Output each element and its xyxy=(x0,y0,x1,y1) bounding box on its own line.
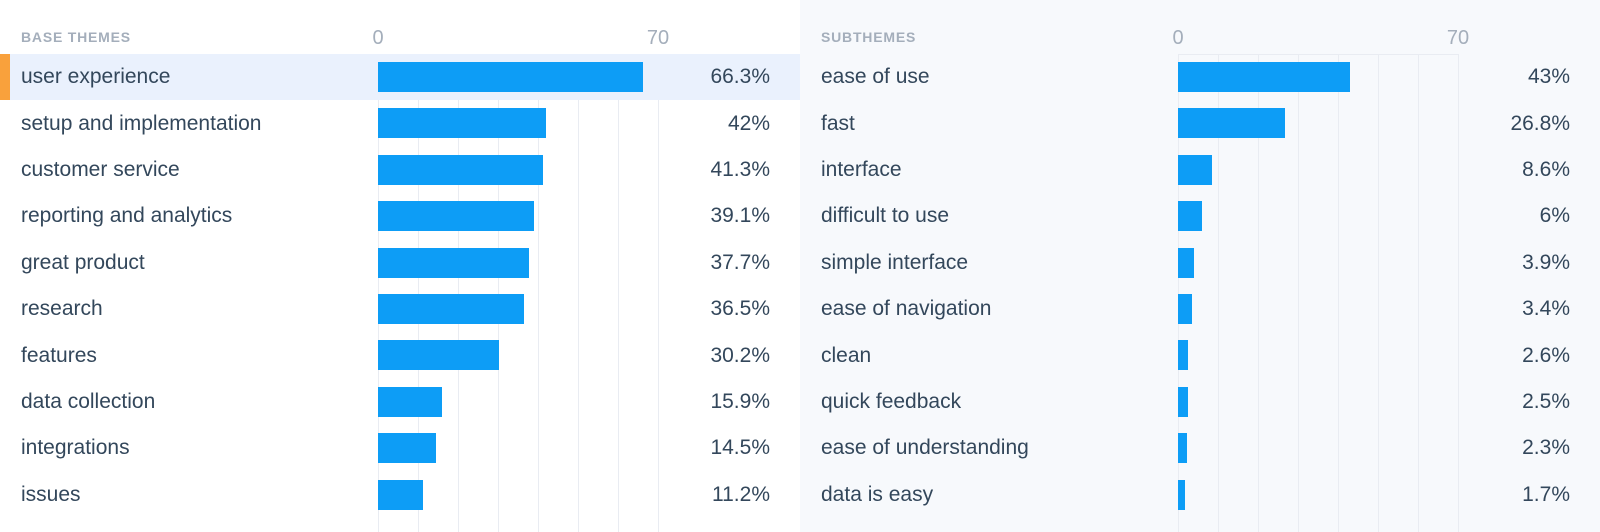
row-value: 41.3% xyxy=(710,157,770,181)
row-label: user experience xyxy=(21,65,171,89)
row-label: setup and implementation xyxy=(21,111,262,135)
bar xyxy=(1178,62,1350,92)
axis-tick-seventy: 70 xyxy=(1446,27,1470,49)
bar xyxy=(378,201,535,232)
bar xyxy=(1178,293,1192,324)
row-value: 2.5% xyxy=(1522,389,1570,413)
row-label: data collection xyxy=(21,389,156,413)
row-label: features xyxy=(21,343,97,367)
row-value: 3.9% xyxy=(1522,250,1570,274)
bar xyxy=(378,386,442,417)
subtheme-row[interactable]: ease of use 43% xyxy=(800,54,1600,100)
row-value: 43% xyxy=(1527,65,1570,89)
axis-tick-zero: 0 xyxy=(1172,27,1184,49)
row-label: quick feedback xyxy=(821,389,962,413)
subtheme-row[interactable]: fast 26.8% xyxy=(800,100,1600,146)
axis-tick-seventy: 70 xyxy=(646,27,670,49)
row-label: clean xyxy=(821,343,872,367)
row-label: simple interface xyxy=(821,250,969,274)
subtheme-row[interactable]: data is easy 1.7% xyxy=(800,472,1600,518)
bar xyxy=(378,293,524,324)
bar xyxy=(1178,201,1202,232)
theme-row[interactable]: reporting and analytics 39.1% xyxy=(0,193,800,239)
theme-row[interactable]: integrations 14.5% xyxy=(0,425,800,471)
bar xyxy=(1178,479,1185,510)
row-value: 1.7% xyxy=(1522,482,1570,506)
theme-row[interactable]: setup and implementation 42% xyxy=(0,100,800,146)
row-label: interface xyxy=(821,157,902,181)
row-value: 2.3% xyxy=(1522,436,1570,460)
subtheme-row[interactable]: simple interface 3.9% xyxy=(800,240,1600,286)
row-label: ease of understanding xyxy=(821,436,1029,460)
row-label: difficult to use xyxy=(821,204,950,228)
theme-row[interactable]: research 36.5% xyxy=(0,286,800,332)
bar xyxy=(1178,154,1213,185)
row-value: 2.6% xyxy=(1522,343,1570,367)
row-label: ease of navigation xyxy=(821,297,992,321)
row-label: issues xyxy=(21,482,81,506)
base-themes-title: BASE THEMES xyxy=(21,29,131,45)
row-value: 11.2% xyxy=(712,482,770,506)
theme-row[interactable]: user experience 66.3% xyxy=(0,54,800,101)
theme-row[interactable]: features 30.2% xyxy=(0,332,800,378)
row-value: 42% xyxy=(727,111,770,135)
row-value: 37.7% xyxy=(710,250,770,274)
subthemes-panel: SUBTHEMES 0 70 ease of use 43% fast 26.8% in… xyxy=(800,0,1600,532)
row-value: 30.2% xyxy=(710,343,770,367)
theme-row[interactable]: great product 37.7% xyxy=(0,240,800,286)
row-value: 66.3% xyxy=(710,65,770,89)
subthemes-rows: ease of use 43% fast 26.8% interface 8.6% diff… xyxy=(800,54,1600,532)
subtheme-row[interactable]: ease of understanding 2.3% xyxy=(800,425,1600,471)
row-label: customer service xyxy=(21,157,180,181)
row-label: fast xyxy=(821,111,855,135)
row-label: great product xyxy=(21,250,145,274)
row-label: research xyxy=(21,297,103,321)
row-value: 26.8% xyxy=(1510,111,1570,135)
bar xyxy=(1178,108,1286,139)
bar xyxy=(378,247,529,278)
selected-row-marker xyxy=(0,54,10,101)
row-label: integrations xyxy=(21,436,130,460)
subthemes-title: SUBTHEMES xyxy=(821,29,917,45)
subtheme-row[interactable]: quick feedback 2.5% xyxy=(800,379,1600,425)
row-value: 14.5% xyxy=(710,436,770,460)
axis-tick-zero: 0 xyxy=(372,27,384,49)
base-themes-panel: BASE THEMES 0 70 user experience 66.3% set… xyxy=(0,27,800,532)
row-value: 15.9% xyxy=(710,389,770,413)
bar xyxy=(378,479,423,510)
bar xyxy=(378,154,544,185)
subtheme-row[interactable]: difficult to use 6% xyxy=(800,193,1600,239)
row-value: 39.1% xyxy=(710,204,770,228)
bar xyxy=(1178,247,1194,278)
bar xyxy=(378,433,436,464)
bar xyxy=(378,62,644,92)
row-value: 36.5% xyxy=(710,297,770,321)
bar xyxy=(1178,433,1188,464)
bar xyxy=(1178,340,1189,371)
row-value: 6% xyxy=(1539,204,1570,228)
row-label: data is easy xyxy=(821,482,934,506)
bar xyxy=(378,108,546,139)
row-value: 3.4% xyxy=(1522,297,1570,321)
theme-row[interactable]: customer service 41.3% xyxy=(0,147,800,193)
row-value: 8.6% xyxy=(1522,157,1570,181)
subtheme-row[interactable]: interface 8.6% xyxy=(800,147,1600,193)
subtheme-row[interactable]: clean 2.6% xyxy=(800,332,1600,378)
theme-row[interactable]: issues 11.2% xyxy=(0,472,800,518)
base-themes-rows: user experience 66.3% setup and implementa… xyxy=(0,54,800,532)
row-label: reporting and analytics xyxy=(21,204,233,228)
theme-row[interactable]: data collection 15.9% xyxy=(0,379,800,425)
bar xyxy=(1178,386,1188,417)
row-label: ease of use xyxy=(821,65,930,89)
bar xyxy=(378,340,499,371)
subtheme-row[interactable]: ease of navigation 3.4% xyxy=(800,286,1600,332)
